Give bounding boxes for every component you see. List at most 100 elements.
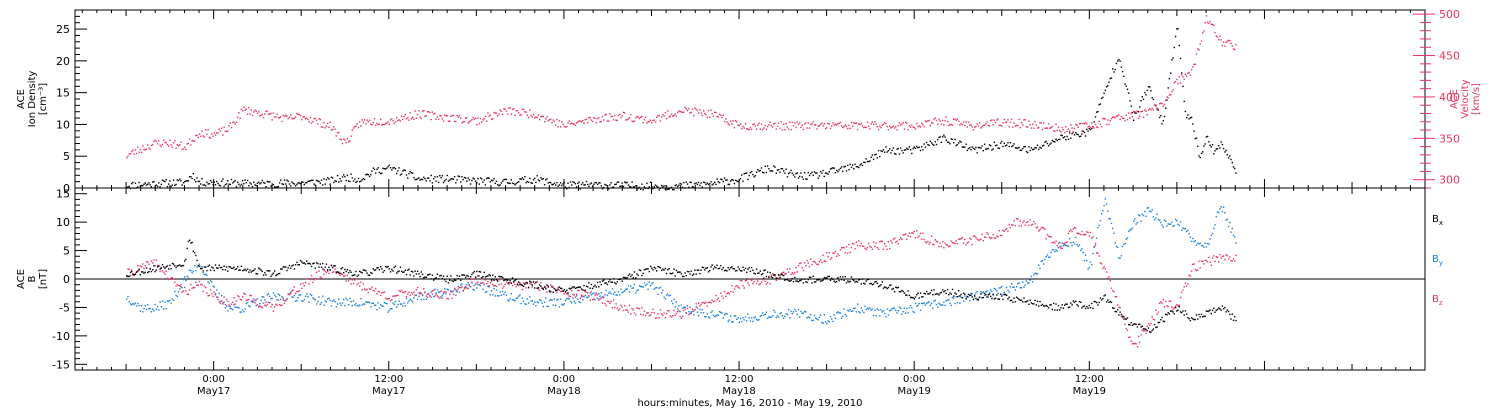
data-point bbox=[828, 252, 830, 254]
data-point bbox=[796, 172, 798, 174]
data-point bbox=[990, 295, 992, 298]
data-point bbox=[976, 152, 978, 154]
data-point bbox=[302, 282, 304, 285]
data-point bbox=[839, 167, 842, 170]
data-point bbox=[935, 293, 938, 295]
data-point bbox=[750, 317, 753, 319]
data-point bbox=[946, 244, 949, 246]
data-point bbox=[693, 314, 695, 316]
data-point bbox=[965, 244, 967, 246]
data-point bbox=[345, 179, 347, 182]
data-point bbox=[211, 181, 213, 183]
data-point bbox=[834, 250, 837, 253]
data-point bbox=[1195, 244, 1198, 246]
data-point bbox=[1075, 236, 1077, 239]
data-point bbox=[896, 240, 898, 242]
data-point bbox=[469, 278, 472, 281]
data-point bbox=[993, 237, 996, 239]
data-point bbox=[1017, 283, 1019, 285]
data-point bbox=[271, 119, 273, 121]
data-point bbox=[1204, 143, 1206, 145]
data-point bbox=[681, 186, 684, 189]
data-point bbox=[626, 119, 628, 121]
data-point bbox=[905, 149, 907, 151]
data-point bbox=[875, 153, 877, 155]
data-point bbox=[913, 126, 915, 129]
data-point bbox=[376, 293, 378, 295]
data-point bbox=[946, 288, 949, 291]
data-point bbox=[535, 181, 537, 184]
data-point bbox=[203, 136, 206, 138]
data-point bbox=[472, 177, 474, 179]
data-point bbox=[686, 183, 689, 185]
data-point bbox=[893, 152, 896, 155]
data-point bbox=[449, 279, 451, 281]
data-point bbox=[450, 275, 452, 277]
data-point bbox=[1183, 78, 1185, 80]
data-point bbox=[206, 133, 208, 135]
data-point bbox=[345, 142, 347, 144]
data-point bbox=[360, 180, 362, 182]
data-point bbox=[766, 125, 769, 128]
data-point bbox=[935, 119, 938, 122]
data-point bbox=[983, 236, 986, 238]
data-point bbox=[887, 150, 890, 152]
data-point bbox=[420, 292, 422, 294]
data-point bbox=[163, 266, 165, 268]
data-point bbox=[126, 275, 128, 277]
data-point bbox=[1036, 127, 1039, 129]
data-point bbox=[148, 271, 150, 273]
data-point bbox=[1137, 323, 1140, 326]
data-point bbox=[664, 317, 667, 319]
data-point bbox=[266, 294, 268, 296]
data-point bbox=[484, 279, 487, 281]
data-point bbox=[377, 302, 379, 304]
data-point bbox=[770, 170, 772, 172]
data-point bbox=[733, 268, 736, 270]
data-point bbox=[1221, 211, 1224, 213]
data-point bbox=[221, 295, 223, 297]
data-point bbox=[992, 148, 994, 150]
data-point bbox=[986, 121, 988, 123]
data-point bbox=[640, 269, 642, 272]
data-point bbox=[500, 110, 503, 112]
data-point bbox=[383, 302, 386, 304]
data-point bbox=[705, 301, 707, 303]
data-point bbox=[1083, 233, 1086, 236]
data-point bbox=[870, 123, 872, 125]
data-point bbox=[386, 298, 388, 300]
data-point bbox=[750, 128, 753, 131]
data-point bbox=[466, 117, 468, 119]
data-point bbox=[1129, 117, 1131, 119]
data-point bbox=[1220, 206, 1222, 208]
data-point bbox=[593, 285, 595, 288]
data-point bbox=[1153, 104, 1156, 106]
data-point bbox=[216, 289, 218, 291]
data-point bbox=[760, 281, 763, 283]
data-point bbox=[741, 270, 743, 272]
data-point bbox=[1100, 263, 1103, 265]
data-point bbox=[140, 266, 143, 268]
data-point bbox=[1178, 224, 1180, 227]
data-point bbox=[1189, 320, 1192, 322]
data-point bbox=[543, 184, 546, 186]
data-point bbox=[877, 149, 880, 152]
data-point bbox=[314, 184, 316, 186]
data-point bbox=[1165, 313, 1167, 316]
data-point bbox=[462, 178, 464, 181]
data-point bbox=[918, 146, 920, 148]
data-point bbox=[720, 114, 722, 116]
data-point bbox=[221, 266, 223, 269]
data-point bbox=[582, 295, 584, 297]
data-point bbox=[653, 288, 655, 290]
data-point bbox=[131, 269, 133, 271]
data-point bbox=[669, 115, 671, 117]
data-point bbox=[932, 307, 934, 309]
data-point bbox=[1152, 109, 1155, 111]
data-point bbox=[574, 124, 577, 127]
data-point bbox=[1107, 210, 1109, 212]
data-point bbox=[1084, 135, 1087, 137]
data-point bbox=[492, 283, 494, 286]
data-point bbox=[858, 240, 860, 242]
data-point bbox=[1160, 301, 1162, 303]
